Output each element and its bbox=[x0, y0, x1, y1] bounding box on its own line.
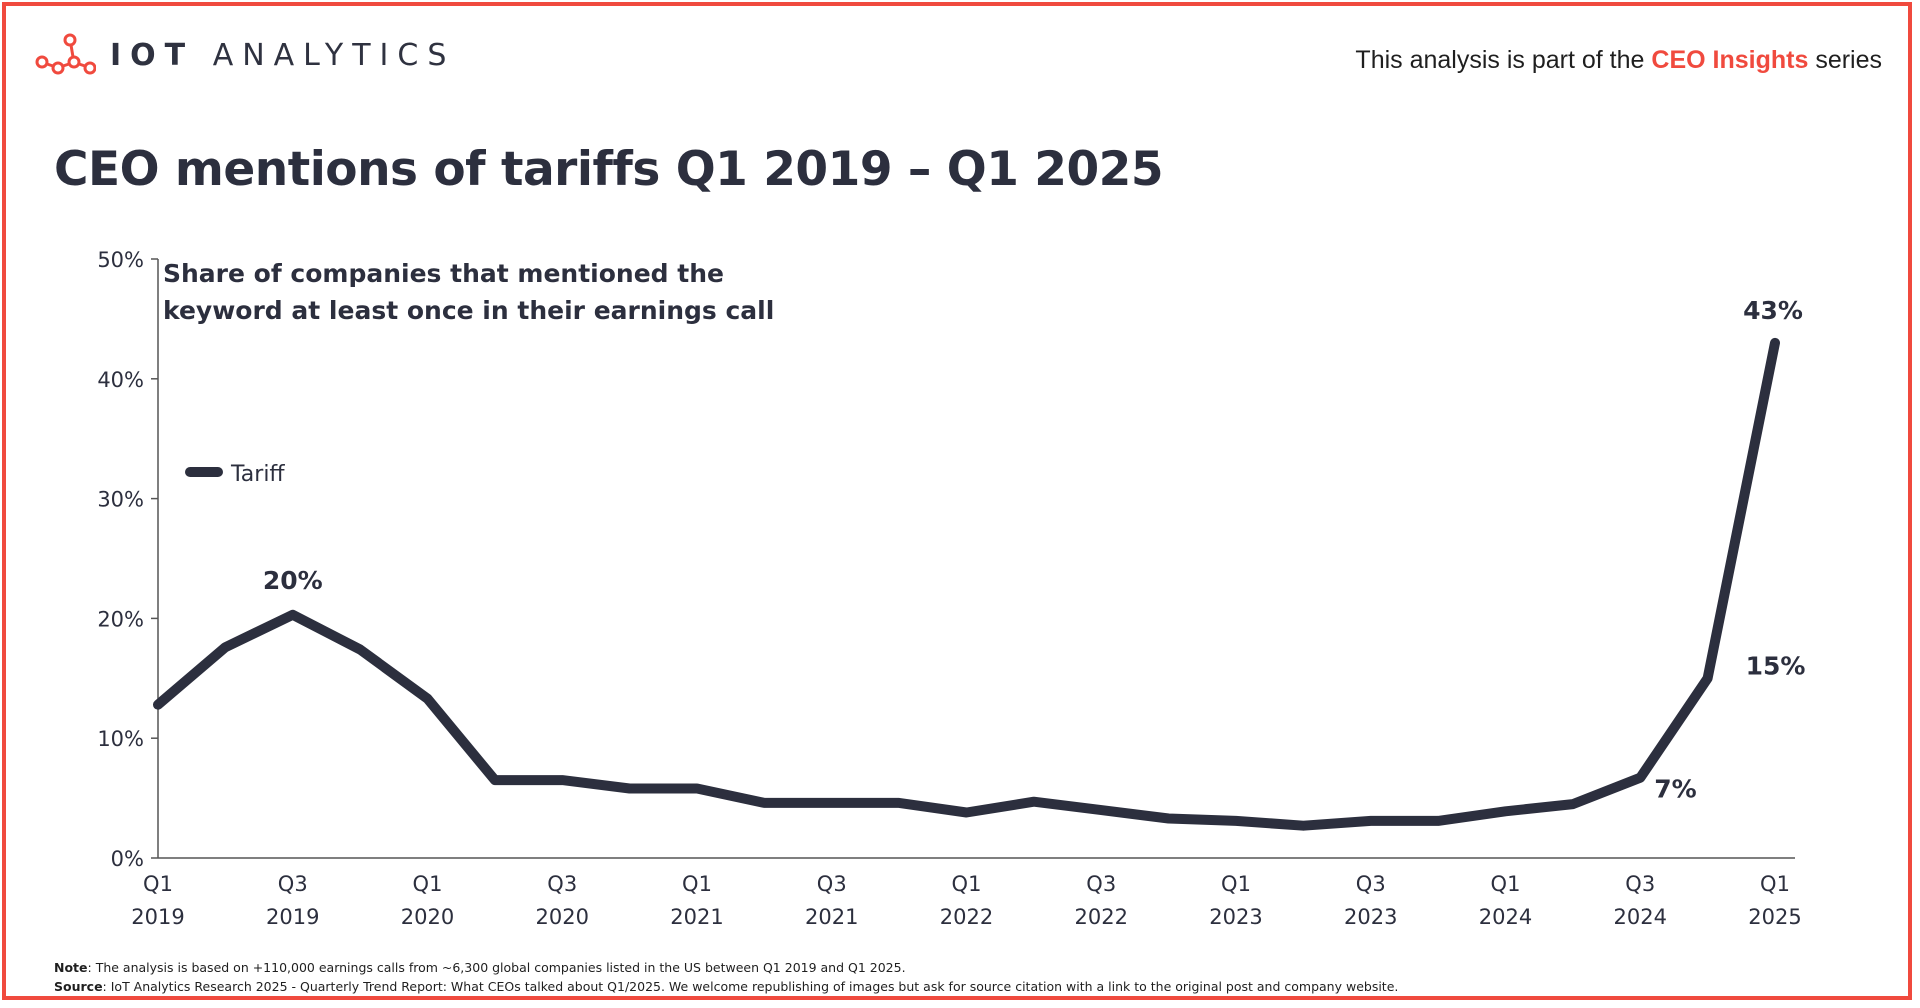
data-point bbox=[1773, 340, 1777, 345]
legend-label-tariff: Tariff bbox=[230, 462, 285, 487]
data-point bbox=[492, 778, 497, 783]
y-axis-ticks: 0% 10% 20% 30% 40% 50% bbox=[97, 248, 158, 871]
y-tick-label: 40% bbox=[97, 368, 144, 392]
x-tick-label-quarter: Q1 bbox=[952, 872, 982, 896]
y-tick-label: 20% bbox=[97, 607, 144, 631]
note-text: : The analysis is based on +110,000 earn… bbox=[87, 960, 906, 975]
x-tick-label-year: 2021 bbox=[670, 905, 723, 929]
chart-annotation-line1: Share of companies that mentioned the bbox=[163, 259, 724, 288]
page-title: CEO mentions of tariffs Q1 2019 – Q1 202… bbox=[54, 142, 1164, 197]
data-point bbox=[695, 786, 699, 791]
series-note: This analysis is part of the CEO Insight… bbox=[1355, 46, 1882, 75]
data-point bbox=[1031, 799, 1036, 804]
data-label: 43% bbox=[1743, 296, 1803, 325]
data-point bbox=[1099, 808, 1104, 813]
note-line: Note: The analysis is based on +110,000 … bbox=[54, 958, 1398, 977]
source-line: Source: IoT Analytics Research 2025 - Qu… bbox=[54, 977, 1398, 996]
x-tick-label-quarter: Q3 bbox=[817, 872, 847, 896]
y-tick-label: 30% bbox=[97, 488, 144, 512]
source-text: : IoT Analytics Research 2025 - Quarterl… bbox=[102, 979, 1399, 994]
series-tariff bbox=[153, 337, 1780, 831]
x-tick-label-quarter: Q1 bbox=[1760, 872, 1790, 896]
brand-logo[interactable]: IOT ANALYTICS bbox=[34, 32, 455, 78]
data-point bbox=[1570, 802, 1575, 807]
data-point bbox=[1368, 818, 1373, 823]
data-label: 20% bbox=[263, 566, 323, 595]
network-nodes-icon bbox=[35, 33, 96, 75]
x-tick-label-year: 2022 bbox=[1075, 905, 1128, 929]
series-suffix: series bbox=[1815, 46, 1882, 74]
x-tick-label-year: 2023 bbox=[1209, 905, 1262, 929]
data-point bbox=[223, 645, 228, 650]
series-prefix: This analysis is part of the bbox=[1355, 46, 1645, 74]
x-axis-ticks: Q1 2019 Q3 2019 Q1 2020 Q3 2020 Q1 2021 Q3 2021 Q1 20… bbox=[131, 872, 1801, 929]
x-tick-label-quarter: Q1 bbox=[682, 872, 712, 896]
chart-annotation-line2: keyword at least once in their earnings … bbox=[163, 296, 774, 325]
x-tick-label-year: 2019 bbox=[131, 905, 184, 929]
x-tick-label-quarter: Q1 bbox=[1221, 872, 1251, 896]
data-point bbox=[425, 696, 430, 701]
x-tick-label-year: 2025 bbox=[1748, 905, 1801, 929]
data-point bbox=[156, 702, 160, 707]
data-point bbox=[1638, 775, 1643, 780]
data-point bbox=[1166, 816, 1171, 821]
y-tick-label: 50% bbox=[97, 248, 144, 272]
x-tick-label-year: 2024 bbox=[1479, 905, 1532, 929]
x-tick-label-quarter: Q1 bbox=[143, 872, 173, 896]
data-point bbox=[897, 800, 902, 805]
x-tick-label-year: 2021 bbox=[805, 905, 858, 929]
x-tick-label-year: 2020 bbox=[536, 905, 589, 929]
data-point bbox=[1705, 676, 1710, 681]
data-point bbox=[627, 786, 632, 791]
x-tick-label-quarter: Q3 bbox=[1625, 872, 1655, 896]
x-tick-label-quarter: Q3 bbox=[278, 872, 308, 896]
brand-name-light: ANALYTICS bbox=[212, 37, 456, 73]
chart-axes bbox=[157, 259, 1795, 859]
x-tick-label-year: 2022 bbox=[940, 905, 993, 929]
data-point bbox=[560, 778, 565, 783]
x-tick-label-year: 2024 bbox=[1614, 905, 1667, 929]
data-point bbox=[762, 800, 767, 805]
brand-name: IOT ANALYTICS bbox=[110, 38, 455, 73]
y-tick-label: 0% bbox=[111, 847, 144, 871]
x-tick-label-year: 2023 bbox=[1344, 905, 1397, 929]
x-tick-label-quarter: Q3 bbox=[1086, 872, 1116, 896]
note-label: Note bbox=[54, 960, 88, 975]
x-tick-label-quarter: Q3 bbox=[1356, 872, 1386, 896]
source-label: Source bbox=[54, 979, 103, 994]
data-point bbox=[964, 810, 969, 815]
brand-name-bold: IOT bbox=[110, 37, 195, 73]
x-tick-label-quarter: Q3 bbox=[547, 872, 577, 896]
data-point bbox=[1436, 818, 1441, 823]
data-point bbox=[290, 612, 295, 617]
series-line-tariff bbox=[153, 337, 1780, 831]
footnotes: Note: The analysis is based on +110,000 … bbox=[54, 958, 1398, 996]
data-point bbox=[1301, 823, 1306, 828]
series-link[interactable]: CEO Insights bbox=[1651, 46, 1809, 74]
data-point bbox=[829, 800, 834, 805]
data-point bbox=[1234, 818, 1238, 823]
x-tick-label-year: 2020 bbox=[401, 905, 454, 929]
data-label: 7% bbox=[1654, 775, 1696, 804]
chart-legend: Tariff bbox=[185, 462, 285, 487]
x-tick-label-year: 2019 bbox=[266, 905, 319, 929]
data-label: 15% bbox=[1746, 651, 1806, 680]
data-point bbox=[1503, 809, 1508, 814]
y-tick-label: 10% bbox=[97, 727, 144, 751]
data-labels: 20% 7% 15% 43% bbox=[263, 296, 1806, 804]
x-tick-label-quarter: Q1 bbox=[413, 872, 443, 896]
x-tick-label-quarter: Q1 bbox=[1491, 872, 1521, 896]
data-point bbox=[358, 647, 363, 652]
